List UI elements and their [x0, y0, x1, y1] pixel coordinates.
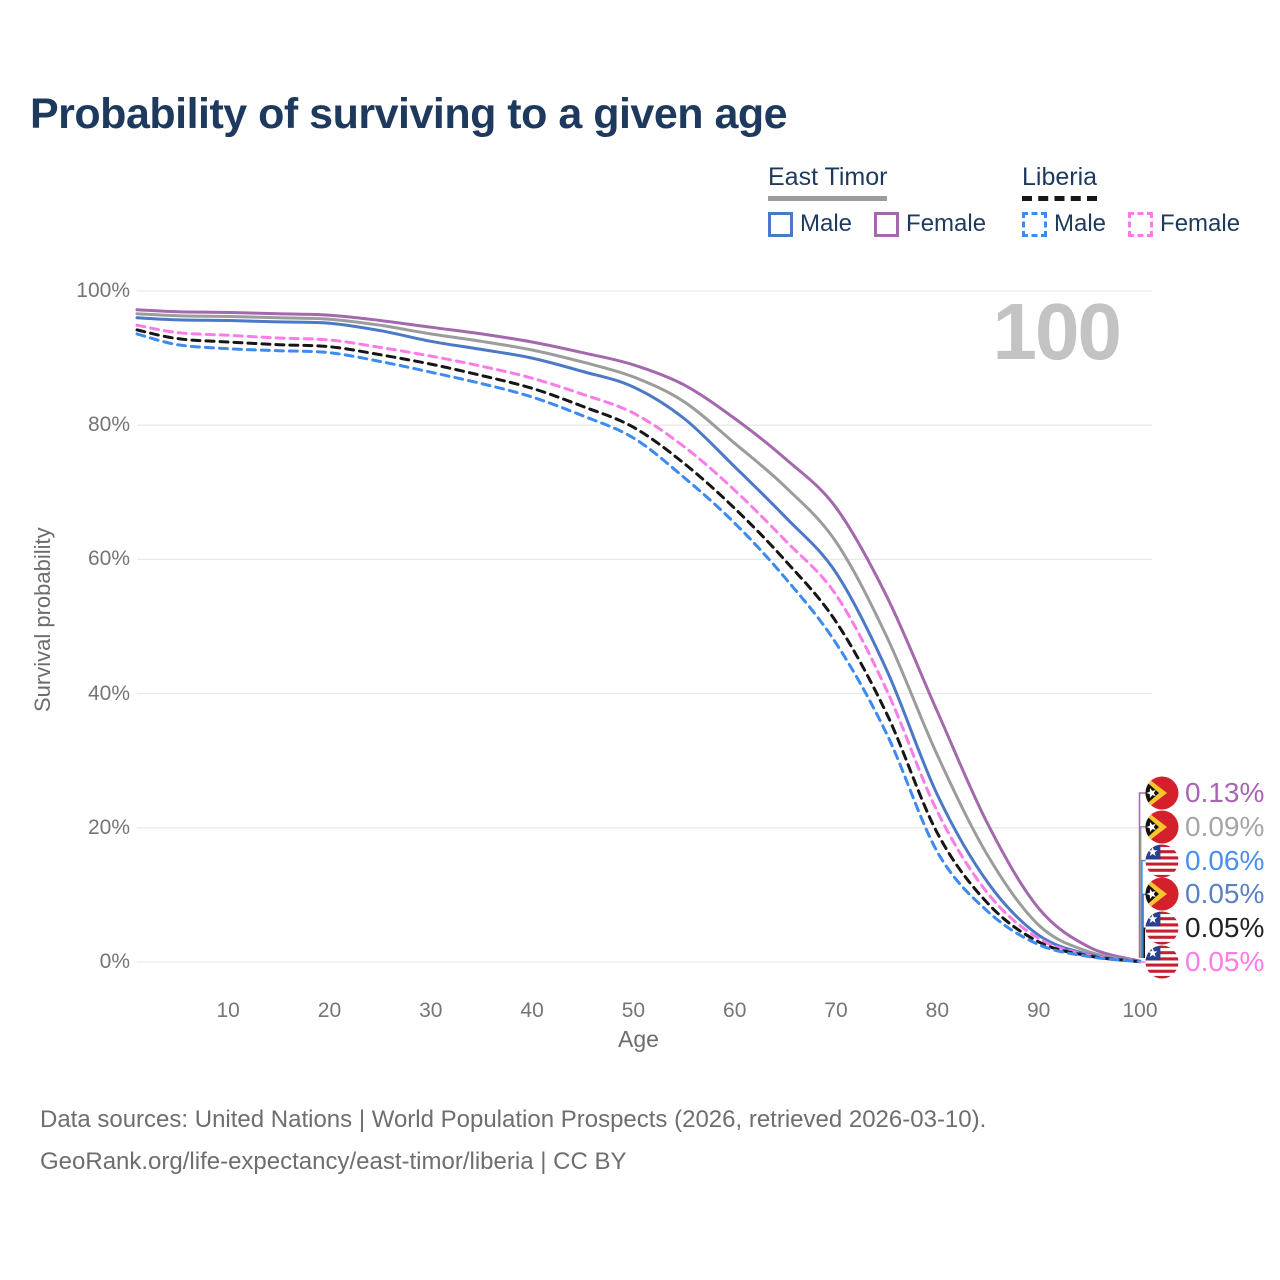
legend-item-east-timor-female[interactable]: Female: [874, 210, 986, 238]
footer-data-sources: Data sources: United Nations | World Pop…: [40, 1106, 987, 1133]
legend-item-label: Female: [906, 210, 987, 237]
x-tick-label: 40: [520, 999, 544, 1022]
x-tick-label: 20: [317, 999, 342, 1022]
legend-group-liberia: Liberia Male Female: [1022, 163, 1240, 238]
legend-item-east-timor-male[interactable]: Male: [768, 210, 852, 238]
liberia-flag-icon: [1145, 844, 1179, 878]
y-tick-label: 100%: [76, 279, 130, 302]
page-title: Probability of surviving to a given age: [30, 90, 788, 138]
legend-item-label: Female: [1160, 210, 1241, 237]
series-swatch-icon: [768, 211, 793, 237]
x-tick-label: 100: [1122, 999, 1158, 1022]
curve-east-timor-all: [135, 312, 1142, 963]
end-label-liberia-male: 0.06%: [1145, 844, 1264, 878]
east-timor-flag-icon: [1145, 810, 1179, 844]
x-tick-label: 90: [1026, 999, 1051, 1022]
age-counter-watermark: 100: [992, 287, 1122, 376]
x-axis-title: Age: [618, 1026, 659, 1052]
y-tick-label: 40%: [87, 681, 130, 705]
legend-item-label: Male: [800, 210, 853, 237]
y-tick-label: 60%: [87, 547, 130, 571]
curve-east-timor-male: [135, 316, 1142, 964]
x-tick-label: 30: [419, 999, 443, 1022]
x-tick-label: 80: [925, 999, 950, 1022]
end-label-east-timor-male: 0.05%: [1145, 877, 1264, 911]
series-swatch-icon: [1022, 211, 1047, 237]
end-label-connector: [1141, 859, 1147, 958]
series-swatch-icon: [874, 211, 900, 237]
x-tick-label: 70: [824, 999, 848, 1022]
legend-item-liberia-female[interactable]: Female: [1128, 210, 1240, 238]
y-tick-label: 20%: [87, 815, 130, 839]
x-tick-label: 50: [621, 999, 646, 1022]
end-label-value: 0.09%: [1185, 810, 1265, 842]
liberia-flag-icon: [1145, 911, 1179, 945]
end-label-east-timor-all: 0.09%: [1145, 810, 1264, 844]
end-label-connector: [1139, 826, 1147, 958]
legend-group-title-liberia[interactable]: Liberia: [1022, 163, 1098, 201]
east-timor-flag-icon: [1145, 877, 1179, 911]
x-tick-label: 10: [216, 999, 240, 1022]
legend-item-liberia-male[interactable]: Male: [1022, 210, 1106, 238]
y-tick-label: 0%: [99, 950, 130, 973]
end-label-value: 0.05%: [1185, 878, 1265, 910]
x-tick-label: 60: [723, 999, 747, 1022]
legend-item-label: Male: [1054, 210, 1107, 237]
end-label-east-timor-female: 0.13%: [1145, 776, 1264, 810]
legend-group-title-east-timor[interactable]: East Timor: [768, 163, 888, 201]
end-label-liberia-all: 0.05%: [1145, 911, 1264, 945]
y-tick-label: 80%: [87, 413, 130, 437]
end-label-value: 0.05%: [1185, 912, 1265, 944]
curve-east-timor-female: [135, 308, 1142, 963]
series-swatch-icon: [1128, 211, 1154, 237]
end-label-liberia-female: 0.05%: [1145, 945, 1264, 979]
footer-attribution: GeoRank.org/life-expectancy/east-timor/l…: [40, 1148, 627, 1175]
curve-liberia-male: [135, 332, 1142, 964]
curve-liberia-all: [135, 328, 1142, 964]
end-label-connector: [1138, 792, 1147, 958]
legend-group-east-timor: East Timor Male Female: [768, 163, 986, 238]
curve-liberia-female: [135, 323, 1142, 964]
liberia-flag-icon: [1145, 945, 1179, 979]
end-label-value: 0.13%: [1185, 777, 1265, 808]
east-timor-flag-icon: [1145, 776, 1179, 810]
end-label-value: 0.06%: [1185, 844, 1265, 876]
end-label-value: 0.05%: [1185, 946, 1265, 977]
